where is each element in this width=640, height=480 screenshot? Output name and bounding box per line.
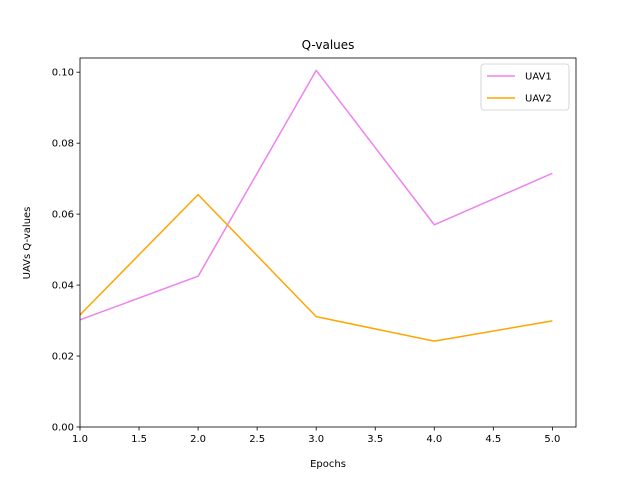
x-tick-label: 1.5: [131, 434, 147, 445]
series-line-uav1: [79, 69, 553, 321]
y-axis-label: UAVs Q-values: [22, 207, 33, 280]
x-tick-label: 2.5: [249, 434, 265, 445]
y-tick-label: 0.04: [52, 281, 74, 292]
x-tick-label: 3.0: [308, 434, 324, 445]
legend: UAV1 UAV2: [480, 63, 570, 111]
series-line-uav2: [79, 193, 553, 342]
y-tick-label: 0.06: [52, 210, 74, 221]
x-tick-label: 3.5: [367, 434, 383, 445]
x-tick-label: 4.0: [426, 434, 442, 445]
y-tick-label: 0.10: [52, 68, 74, 79]
y-tick-label: 0.00: [52, 423, 74, 434]
axes-frame: [79, 57, 577, 428]
legend-label-uav2: UAV2: [525, 94, 552, 105]
x-axis-label: Epochs: [310, 459, 346, 470]
y-tick-label: 0.02: [52, 352, 74, 363]
x-tick-label: 5.0: [544, 434, 560, 445]
x-tick-label: 4.5: [485, 434, 501, 445]
x-tick-label: 1.0: [72, 434, 88, 445]
x-tick-label: 2.0: [190, 434, 206, 445]
y-tick-label: 0.08: [52, 139, 74, 150]
chart-title: Q-values: [302, 38, 355, 52]
legend-label-uav1: UAV1: [525, 72, 552, 83]
plot-area: 1.0 1.5 2.0 2.5 3.0 3.5 4.0 4.5 5.0 0.00 0.02 0.04 0…: [52, 57, 577, 445]
